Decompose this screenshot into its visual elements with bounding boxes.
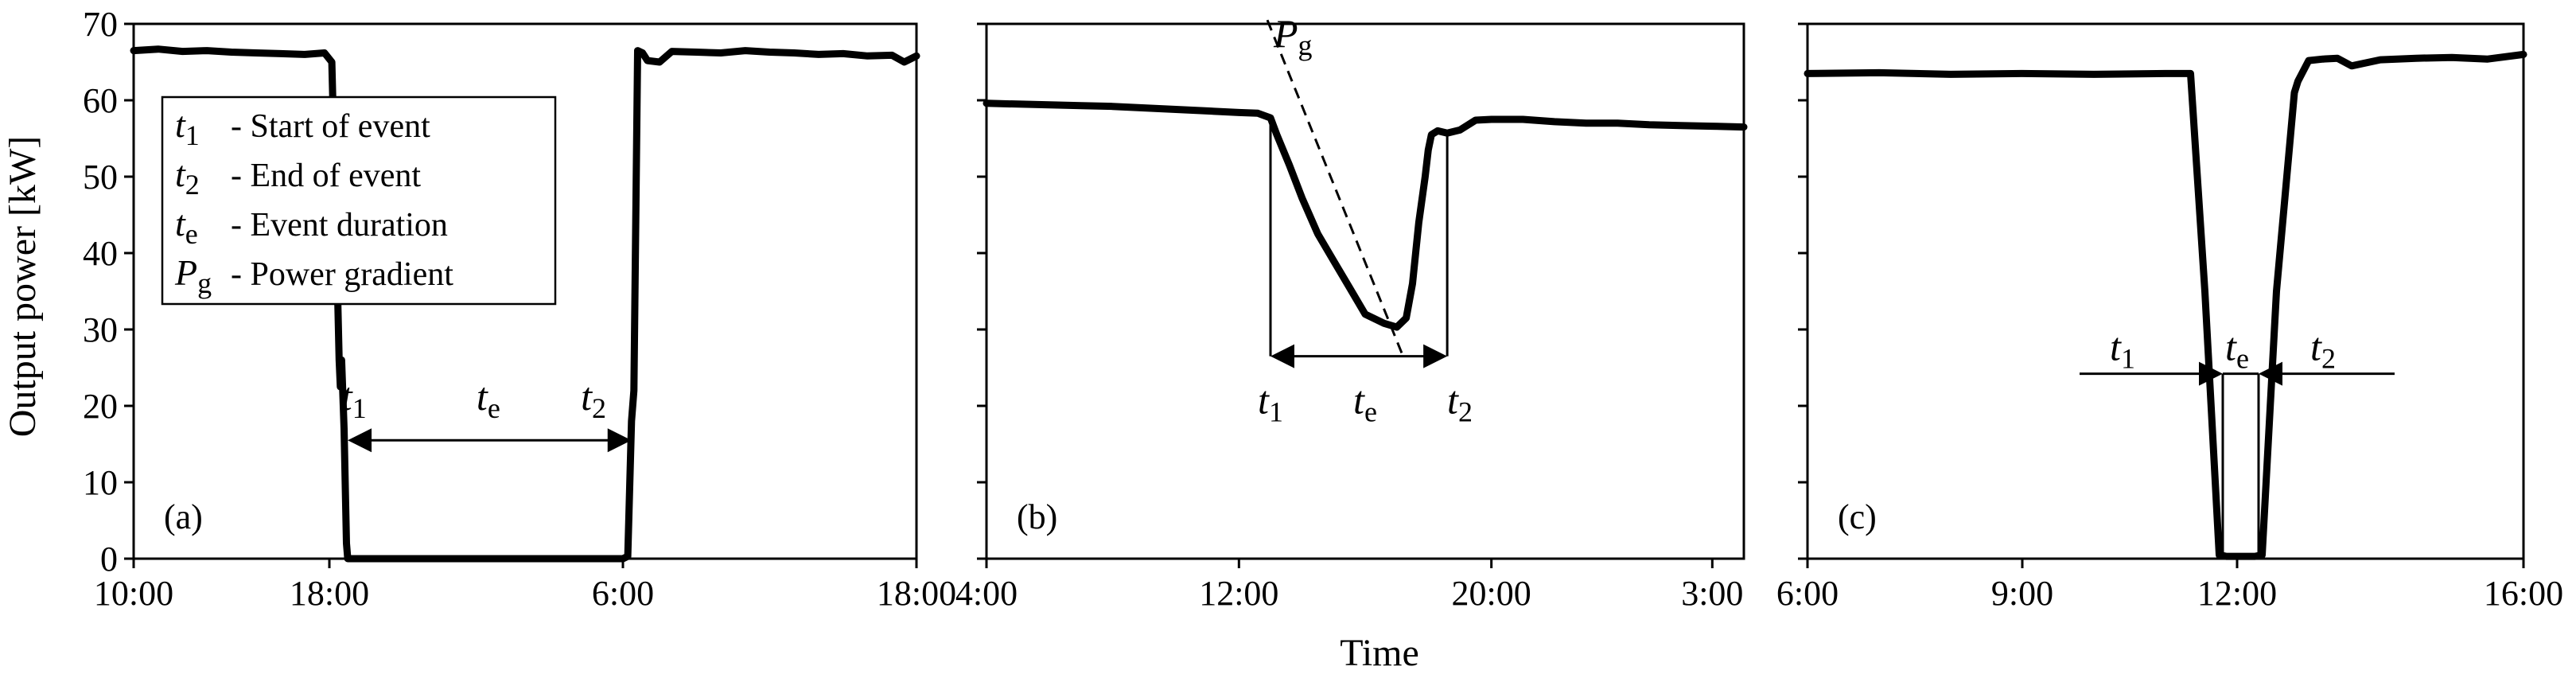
x-tick-label: 16:00 [2484,574,2563,613]
y-tick-label: 70 [83,5,118,44]
y-tick-label: 10 [83,463,118,502]
panel-label: (a) [164,497,203,536]
series-line [983,99,1748,331]
x-tick-label: 18:00 [290,574,369,613]
x-tick-label: 10:00 [94,574,173,613]
plot-frame [985,22,1745,560]
te-annotation: te [1353,378,1377,428]
t1-annotation: t1 [1258,378,1283,428]
te-annotation: te [477,374,500,424]
x-tick-label: 12:00 [2197,574,2277,613]
x-tick-label: 4:00 [955,574,1018,613]
panel-c: 6:00 9:00 12:00 16:00 t1 te t2 (c) [1776,22,2563,613]
arrowhead [607,428,632,453]
x-tick-label: 6:00 [1776,574,1839,613]
x-axis-label: Time [1340,632,1419,674]
panel-label: (b) [1017,497,1057,536]
y-tick-label: 30 [83,310,118,349]
plot-frame [132,22,918,560]
plot-frame [1806,22,2525,560]
x-tick-label: 3:00 [1681,574,1743,613]
y-tick-label: 50 [83,158,118,197]
x-tick-label: 20:00 [1452,574,1531,613]
t2-annotation: t2 [2310,324,2336,374]
panel-label: (c) [1838,497,1877,536]
t1-annotation: t1 [341,374,367,424]
pg-annotation: Pg [1273,11,1313,61]
legend-entry: Pg - Power gradient [174,252,453,299]
legend-entry: te - Event duration [175,203,448,250]
t2-annotation: t2 [581,374,606,424]
series-line [1804,50,2527,560]
legend-entry: t1- Start of event [175,104,430,151]
y-tick-label: 40 [83,234,118,273]
arrowhead [2199,361,2223,386]
x-tick-label: 6:00 [592,574,654,613]
x-tick-label: 9:00 [1991,574,2053,613]
panel-a: 0 10 20 30 40 50 60 70 10:00 18:00 6:00 18:00 t1 te t2… [83,5,956,613]
x-tick-label: 12:00 [1199,574,1278,613]
power-gradient-line [1266,19,1404,357]
y-tick-label: 60 [83,81,118,120]
arrowhead [1423,344,1448,368]
legend-box [161,95,557,306]
panel-b: 4:00 12:00 20:00 3:00 Pg t1 te t2 (b) [955,11,1748,613]
arrowhead [2259,361,2282,386]
t1-annotation: t1 [2110,324,2135,374]
t2-annotation: t2 [1447,378,1473,428]
y-axis-label: Output power [kW] [2,136,44,438]
te-annotation: te [2225,324,2249,374]
legend-entry: t2- End of event [175,154,421,201]
x-tick-label: 18:00 [877,574,956,613]
y-tick-label: 20 [83,387,118,426]
arrowhead [1270,344,1294,368]
y-tick-label: 0 [100,540,118,579]
arrowhead [348,428,372,453]
